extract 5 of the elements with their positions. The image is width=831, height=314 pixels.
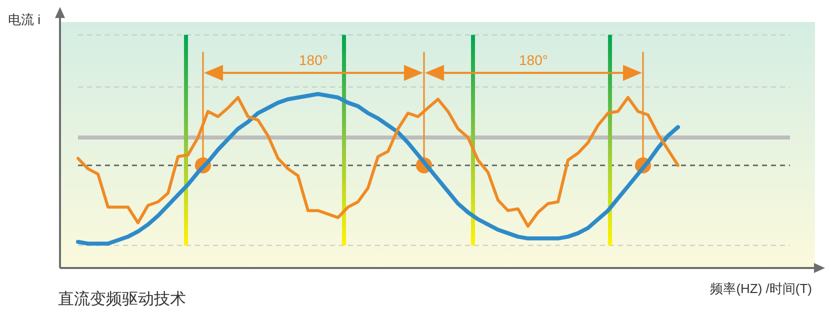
text: 180° (519, 52, 548, 68)
x-axis-title: 频率(HZ) /时间(T) (710, 281, 812, 296)
text: 电流 i (8, 12, 41, 27)
text: 直流变频驱动技术 (58, 290, 186, 308)
text: 180° (299, 52, 328, 68)
